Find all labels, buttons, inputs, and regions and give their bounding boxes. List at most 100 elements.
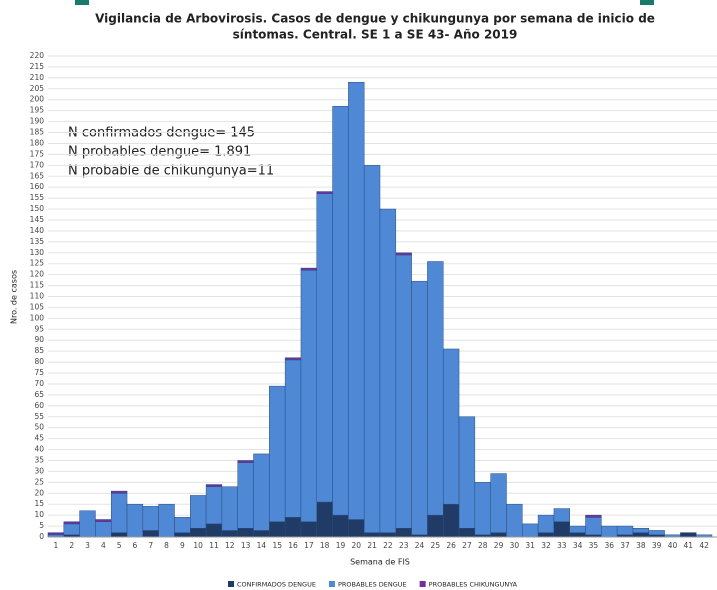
y-tick-label: 40 (34, 445, 44, 454)
header-decoration (640, 0, 654, 5)
x-tick-label: 17 (304, 541, 314, 550)
bar-segment (442, 348, 460, 505)
x-tick-label: 30 (510, 541, 520, 550)
bar-segment (458, 416, 476, 529)
bar-segment (110, 532, 128, 538)
bar-segment (395, 254, 412, 529)
y-tick-label: 145 (30, 215, 45, 224)
y-tick-label: 65 (34, 390, 44, 399)
y-tick-label: 70 (34, 379, 44, 388)
bar-segment (221, 486, 238, 531)
bar-segment (442, 503, 460, 538)
bar-segment (363, 532, 381, 538)
bar-segment (395, 252, 412, 256)
bar-segment (300, 521, 318, 538)
bar-segment (395, 528, 412, 538)
bar-segment (269, 521, 286, 538)
bar-segment (569, 532, 586, 538)
y-tick-label: 75 (34, 368, 44, 377)
y-tick-label: 85 (34, 346, 44, 355)
y-tick-label: 5 (39, 521, 44, 530)
y-tick-label: 155 (30, 193, 45, 202)
bar-segment (569, 525, 586, 533)
bar-segment (585, 514, 602, 518)
bar-segment (490, 532, 507, 538)
y-tick-label: 200 (30, 95, 45, 104)
y-tick-label: 170 (30, 160, 45, 169)
bar-segment (316, 193, 333, 503)
bar-segment (284, 357, 302, 361)
x-tick-label: 9 (180, 541, 185, 550)
y-tick-label: 100 (30, 313, 45, 322)
bar-segment (237, 460, 254, 463)
y-tick-label: 25 (34, 477, 44, 486)
x-tick-label: 12 (225, 541, 235, 550)
y-tick-label: 15 (34, 499, 44, 508)
bar-segment (205, 484, 223, 487)
y-tick-label: 150 (30, 204, 45, 213)
bar-segment (110, 493, 128, 533)
y-tick-label: 45 (34, 434, 44, 443)
bar-segment (474, 482, 491, 536)
bar-segment (506, 503, 523, 538)
y-tick-label: 20 (34, 488, 44, 497)
bar-segment (63, 523, 80, 536)
x-tick-label: 16 (288, 541, 298, 550)
y-tick-label: 180 (30, 138, 45, 147)
x-tick-label: 35 (589, 541, 599, 550)
x-tick-label: 42 (699, 541, 709, 550)
x-tick-label: 27 (462, 541, 472, 550)
bar-segment (363, 165, 381, 533)
bar-segment (348, 81, 365, 520)
y-tick-label: 205 (30, 84, 45, 93)
chart-title: Vigilancia de Arbovirosis. Casos de deng… (95, 12, 655, 26)
x-tick-label: 1 (54, 541, 59, 550)
x-tick-label: 10 (193, 541, 203, 550)
x-tick-label: 25 (431, 541, 441, 550)
chart-title: síntomas. Central. SE 1 a SE 43- Año 201… (233, 28, 518, 42)
bar-segment (63, 521, 80, 525)
bar-segment (190, 495, 207, 529)
y-tick-label: 0 (39, 532, 44, 541)
x-tick-label: 28 (478, 541, 488, 550)
y-tick-label: 140 (30, 226, 45, 235)
x-tick-label: 31 (525, 541, 535, 550)
y-tick-label: 90 (34, 335, 44, 344)
x-tick-label: 6 (133, 541, 138, 550)
y-tick-label: 35 (34, 455, 44, 464)
x-tick-label: 32 (541, 541, 551, 550)
bar-segment (537, 532, 555, 538)
y-tick-label: 220 (30, 51, 45, 60)
legend-swatch (419, 581, 426, 587)
x-tick-label: 13 (241, 541, 251, 550)
bar-segment (174, 517, 191, 533)
bar-segment (142, 506, 159, 531)
bar-segment (522, 523, 539, 538)
y-tick-label: 110 (30, 292, 45, 301)
bar-segment (632, 532, 650, 538)
x-tick-label: 41 (684, 541, 694, 550)
bar-segment (47, 532, 65, 536)
bar-segment (284, 359, 302, 518)
y-tick-label: 165 (30, 171, 45, 180)
bar-segment (553, 508, 570, 522)
y-tick-label: 125 (30, 259, 45, 268)
y-tick-label: 80 (34, 357, 44, 366)
y-tick-label: 215 (30, 62, 45, 71)
bar-segment (221, 530, 238, 538)
bar-segment (95, 519, 112, 522)
header-decoration (75, 0, 89, 5)
x-tick-label: 40 (668, 541, 678, 550)
bar-segment (537, 514, 555, 533)
y-tick-label: 135 (30, 237, 45, 246)
x-tick-label: 2 (69, 541, 74, 550)
y-tick-label: 10 (34, 510, 44, 519)
legend-label: PROBABLES CHIKUNGUNYA (429, 581, 518, 589)
bar-segment (95, 521, 112, 538)
legend-label: PROBABLES DENGUE (338, 581, 407, 589)
bar-segment (632, 528, 650, 533)
y-tick-label: 50 (34, 423, 44, 432)
bar-segment (126, 503, 144, 538)
x-tick-label: 14 (257, 541, 267, 550)
bar-segment (458, 528, 476, 538)
